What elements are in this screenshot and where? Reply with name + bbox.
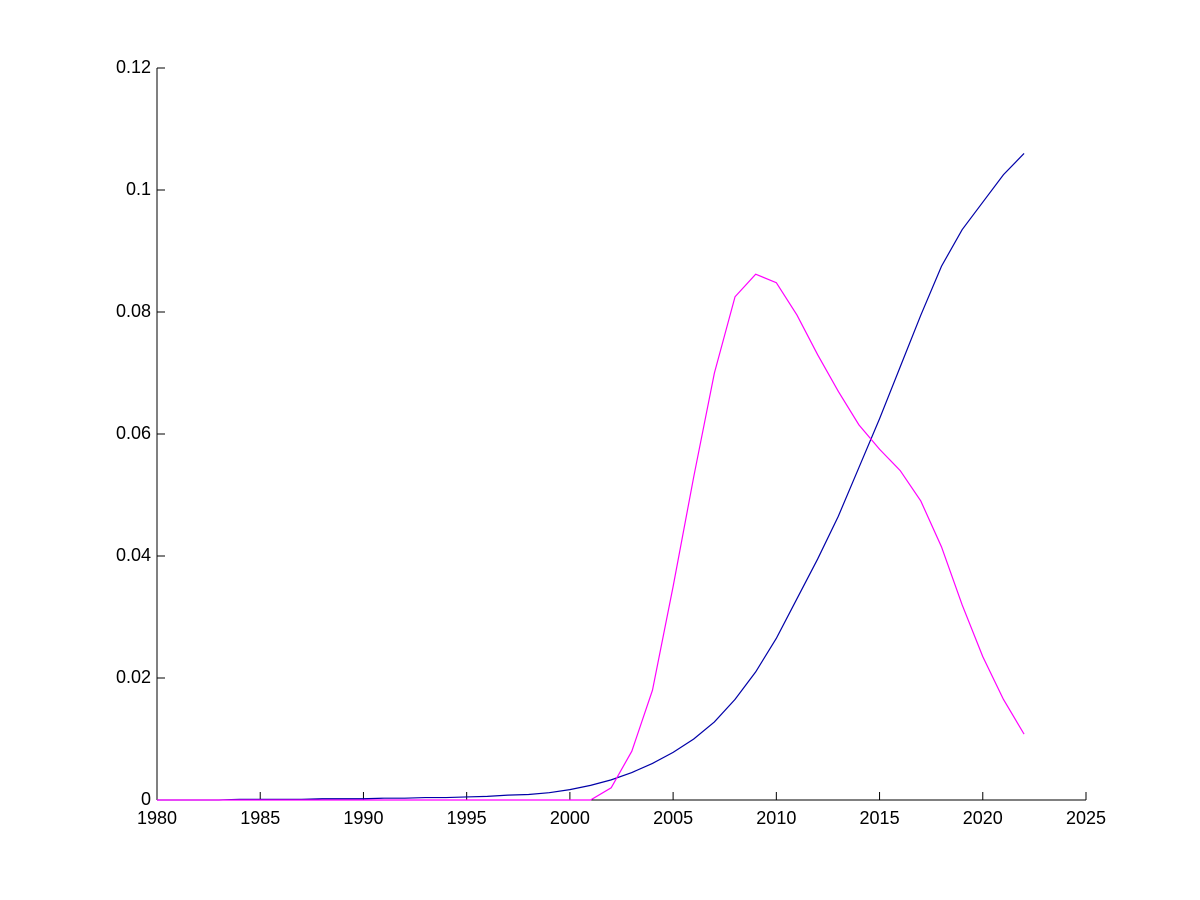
y-tick-label: 0.1 — [126, 179, 151, 199]
x-tick-label: 2015 — [860, 808, 900, 828]
x-tick-label: 1980 — [137, 808, 177, 828]
y-tick-label: 0.02 — [116, 667, 151, 687]
x-tick-label: 2010 — [756, 808, 796, 828]
x-tick-label: 1985 — [240, 808, 280, 828]
x-tick-label: 2005 — [653, 808, 693, 828]
line — [157, 273, 1025, 801]
y-tick-label: 0.04 — [116, 545, 151, 565]
x-tick-label: 2020 — [963, 808, 1003, 828]
y-tick-label: 0.08 — [116, 301, 151, 321]
y-tick-label: 0 — [141, 789, 151, 809]
line — [157, 152, 1025, 801]
x-tick-label: 1990 — [343, 808, 383, 828]
y-tick-label: 0.06 — [116, 423, 151, 443]
x-tick-label: 2000 — [550, 808, 590, 828]
x-tick-label: 2025 — [1066, 808, 1106, 828]
y-tick-label: 0.12 — [116, 57, 151, 77]
x-tick-label: 1995 — [447, 808, 487, 828]
